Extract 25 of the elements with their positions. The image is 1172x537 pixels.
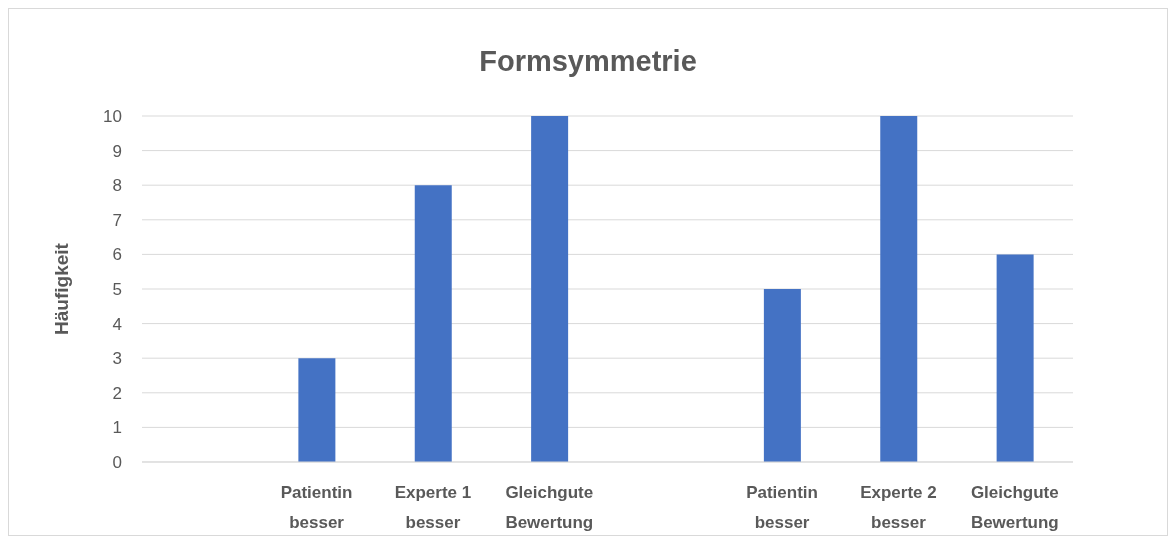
y-tick-label: 3 xyxy=(112,349,122,369)
y-tick-label: 5 xyxy=(112,280,122,300)
x-tick-label: Patientin besser xyxy=(280,483,353,532)
chart-title: Formsymmetrie xyxy=(478,45,698,78)
y-tick-label: 7 xyxy=(112,210,122,230)
y-tick-label: 1 xyxy=(112,418,122,438)
x-tick-label: Patientin besser xyxy=(746,483,818,532)
y-tick-label: 2 xyxy=(112,383,122,403)
y-tick-label: 9 xyxy=(112,141,122,161)
y-axis-title: Häufigkeit xyxy=(50,242,72,335)
x-tick-label: Experte 2 besser xyxy=(860,483,937,532)
y-tick-label: 8 xyxy=(112,176,122,196)
y-tick-label: 10 xyxy=(103,107,122,127)
bar xyxy=(996,254,1034,462)
bar xyxy=(763,289,801,462)
bar xyxy=(298,358,336,462)
y-tick-label: 6 xyxy=(112,245,122,265)
bar xyxy=(414,185,452,462)
x-tick-label: Experte 1 besser xyxy=(394,483,472,532)
x-tick-label: Gleichgute Bewertung xyxy=(970,483,1059,532)
y-tick-label: 0 xyxy=(112,453,122,473)
bar xyxy=(880,116,918,462)
y-tick-label: 4 xyxy=(112,314,122,334)
x-tick-label: Gleichgute Bewertung xyxy=(505,483,594,532)
bar xyxy=(531,116,569,462)
